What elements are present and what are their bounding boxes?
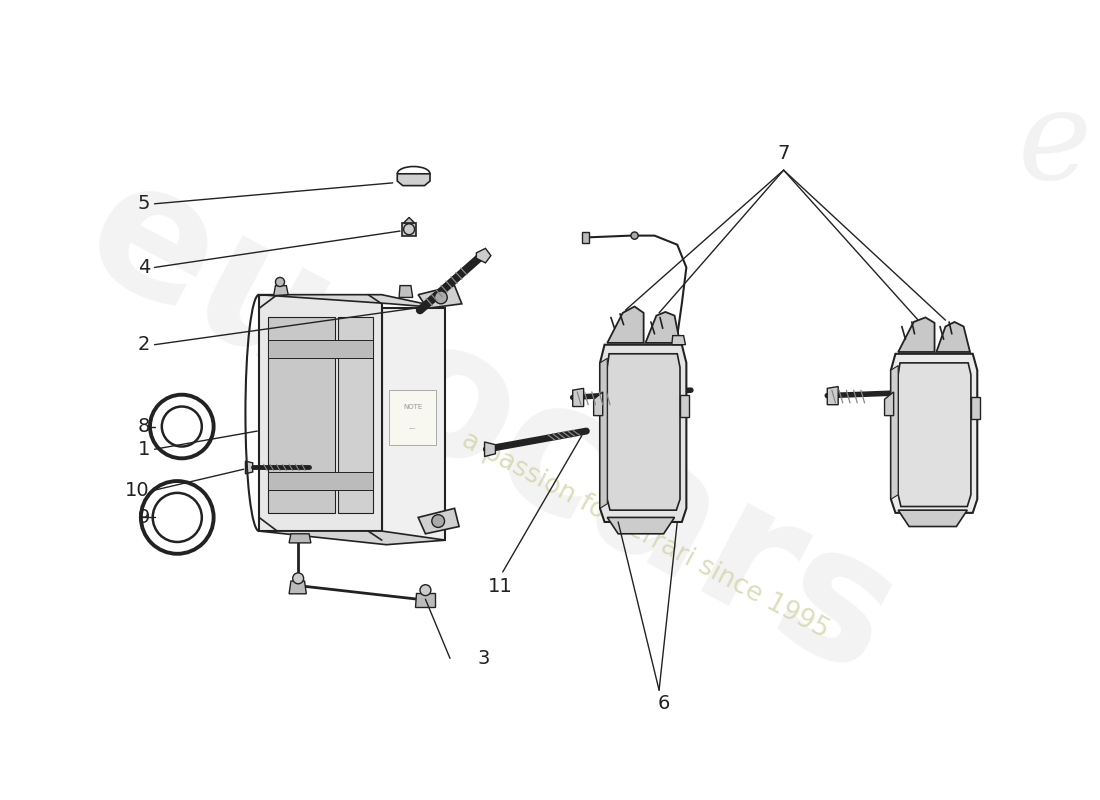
Text: 2: 2: [138, 335, 150, 354]
Text: 3: 3: [477, 649, 490, 668]
Circle shape: [432, 514, 444, 527]
Circle shape: [162, 406, 201, 446]
Polygon shape: [338, 318, 373, 513]
Polygon shape: [399, 286, 412, 298]
Polygon shape: [382, 308, 446, 540]
Polygon shape: [402, 223, 417, 236]
Circle shape: [153, 493, 201, 542]
Polygon shape: [416, 593, 434, 606]
Polygon shape: [245, 461, 253, 474]
Polygon shape: [646, 312, 680, 343]
Circle shape: [434, 291, 448, 304]
Polygon shape: [594, 392, 603, 416]
Polygon shape: [397, 174, 430, 186]
Polygon shape: [680, 394, 689, 418]
Text: 5: 5: [138, 194, 150, 214]
Circle shape: [631, 232, 638, 239]
Polygon shape: [404, 218, 415, 223]
Polygon shape: [274, 286, 288, 296]
Circle shape: [420, 585, 431, 596]
Polygon shape: [268, 318, 334, 513]
Text: NOTE


---: NOTE ---: [403, 404, 422, 431]
Polygon shape: [891, 366, 899, 499]
Text: a passion for ferrari since 1995: a passion for ferrari since 1995: [458, 427, 834, 644]
Polygon shape: [672, 336, 685, 345]
Circle shape: [293, 573, 304, 584]
Polygon shape: [600, 358, 607, 508]
Polygon shape: [268, 472, 373, 490]
Polygon shape: [600, 345, 686, 522]
Polygon shape: [607, 354, 680, 510]
Polygon shape: [289, 534, 311, 543]
Text: 4: 4: [138, 258, 150, 277]
Text: 6: 6: [658, 694, 670, 714]
Text: 9: 9: [138, 508, 150, 527]
Polygon shape: [582, 232, 590, 243]
Text: 7: 7: [778, 144, 790, 163]
Polygon shape: [260, 294, 446, 308]
Text: 11: 11: [487, 577, 513, 595]
Text: e: e: [1018, 84, 1091, 206]
Polygon shape: [268, 340, 373, 358]
Polygon shape: [289, 581, 307, 594]
Polygon shape: [891, 354, 977, 513]
Polygon shape: [884, 392, 893, 416]
Polygon shape: [484, 442, 495, 457]
Polygon shape: [418, 286, 462, 308]
Polygon shape: [607, 518, 674, 534]
Text: 1: 1: [138, 440, 150, 458]
Text: eurocars: eurocars: [57, 140, 925, 713]
Polygon shape: [899, 363, 971, 506]
Polygon shape: [607, 306, 644, 343]
Polygon shape: [936, 322, 970, 352]
Text: 8: 8: [138, 417, 150, 436]
Polygon shape: [971, 397, 980, 419]
Polygon shape: [899, 318, 935, 352]
Polygon shape: [389, 390, 437, 445]
Polygon shape: [899, 510, 967, 526]
Polygon shape: [573, 388, 584, 406]
Text: 10: 10: [125, 481, 150, 500]
Circle shape: [275, 278, 285, 286]
Polygon shape: [418, 508, 459, 534]
Polygon shape: [827, 386, 838, 405]
Polygon shape: [260, 531, 446, 545]
Polygon shape: [476, 248, 491, 263]
Polygon shape: [260, 294, 382, 531]
